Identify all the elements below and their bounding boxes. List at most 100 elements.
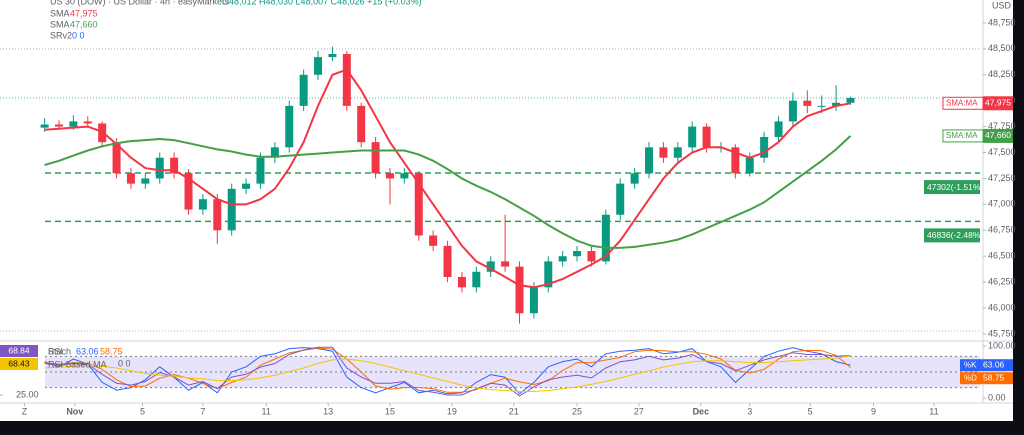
stoch-tag-name: %K xyxy=(964,360,977,369)
y-tick-label: 45,750 xyxy=(988,328,1016,338)
candle-body xyxy=(544,261,553,288)
candle-body xyxy=(328,54,337,58)
candle-body xyxy=(270,147,279,158)
y-tick-label: 48,750 xyxy=(988,17,1016,27)
candle-body xyxy=(817,105,826,107)
legend-sma-name: SMA xyxy=(50,19,70,29)
stoch-tag-box xyxy=(960,359,1013,372)
y-tick-label: 48,250 xyxy=(988,69,1016,79)
x-tick-label: 21 xyxy=(509,406,519,416)
sma-tag-label: SMA:MA xyxy=(946,98,978,107)
stoch-tag-box xyxy=(960,372,1013,385)
x-tick-label: Dec xyxy=(693,406,710,416)
y-tick-label: 48,500 xyxy=(988,43,1016,53)
level-tag xyxy=(924,180,980,195)
candle-body xyxy=(198,199,207,210)
indicator-line xyxy=(44,347,851,395)
candle-body xyxy=(227,188,236,231)
y-tick-label: 100.00 xyxy=(988,340,1016,350)
candle-body xyxy=(587,251,596,262)
candle-body xyxy=(126,173,135,184)
x-tick-label: 11 xyxy=(262,406,271,416)
indicator-line xyxy=(44,346,851,397)
candle-body xyxy=(371,142,380,174)
rsi-tag-box xyxy=(0,358,38,370)
stoch-tag-value: 63.06 xyxy=(983,359,1005,369)
x-tick-label: 13 xyxy=(323,406,333,416)
y-tick-label: 0.00 xyxy=(988,392,1006,402)
candle-body xyxy=(299,74,308,106)
level-label: 47302(-1.51% xyxy=(927,182,981,192)
candle-body xyxy=(40,124,49,128)
candle-body xyxy=(256,157,265,184)
sma-line xyxy=(44,68,851,289)
candle-body xyxy=(616,183,625,215)
candle-body xyxy=(745,157,754,174)
candle-body xyxy=(141,178,150,184)
x-tick-label: 11 xyxy=(929,406,938,416)
candle-body xyxy=(357,105,366,143)
sma-tag-box xyxy=(983,128,1013,143)
candle-body xyxy=(601,214,610,262)
indicator-line xyxy=(44,355,851,392)
candle-body xyxy=(486,261,495,272)
candle-body xyxy=(645,147,654,174)
candle-body xyxy=(501,261,510,267)
candle-body xyxy=(688,126,697,148)
currency-label: USD xyxy=(992,0,1012,10)
legend-value: 63.06 xyxy=(76,346,99,356)
candle-body xyxy=(760,136,769,158)
candle-body xyxy=(774,121,783,137)
y-tick-label: 46,500 xyxy=(988,251,1016,261)
candle-body xyxy=(213,199,222,231)
candle-body xyxy=(385,173,394,179)
candle-body xyxy=(155,157,164,179)
candle-body xyxy=(414,173,423,236)
candle-body xyxy=(573,251,582,257)
chart-background xyxy=(0,0,1013,421)
candle-body xyxy=(184,173,193,210)
candle-body xyxy=(515,266,524,314)
candle-body xyxy=(83,121,92,124)
candle-body xyxy=(832,102,841,106)
sma-tag-label: SMA:MA xyxy=(946,131,978,140)
candle-body xyxy=(846,97,855,103)
rsi-tag-value: 68.43 xyxy=(8,358,30,368)
candle-body xyxy=(400,173,409,179)
candle-body xyxy=(630,173,639,184)
y-tick-label: 47,000 xyxy=(988,199,1016,209)
candle-body xyxy=(285,105,294,148)
legend-sma-value: 47,975 xyxy=(70,8,98,18)
x-tick-label: 7 xyxy=(200,406,205,416)
y-tick-label: 46,250 xyxy=(988,277,1016,287)
x-tick-label: 27 xyxy=(634,406,644,416)
level-label: 46836(-2.48% xyxy=(927,230,981,240)
candle-body xyxy=(429,235,438,246)
candle-body xyxy=(112,142,121,174)
level-tag xyxy=(924,228,980,243)
rsi-tag-value: 68.84 xyxy=(8,345,30,355)
legend-sma-name: SMA xyxy=(50,8,70,18)
legend-indicator-values: 0 0 xyxy=(118,358,131,368)
y-tick-label: 47,750 xyxy=(988,121,1016,131)
candle-body xyxy=(55,124,64,127)
x-tick-label: 5 xyxy=(808,406,813,416)
x-tick-label: 25 xyxy=(572,406,582,416)
candle-body xyxy=(659,147,668,158)
candle-body xyxy=(558,256,567,262)
candle-body xyxy=(457,276,466,288)
legend-value: 58.75 xyxy=(100,346,123,356)
candle-body xyxy=(170,157,179,174)
legend-ohlc: O48,012 H48,030 L48,007 C48,026 +15 (+0.… xyxy=(222,0,422,6)
x-tick-label: 19 xyxy=(447,406,457,416)
candle-body xyxy=(69,121,78,127)
y2-tick-label: 25.00 xyxy=(16,389,39,399)
candle-body xyxy=(788,100,797,122)
y-tick-label: 47,250 xyxy=(988,173,1016,183)
y-tick-label: 46,000 xyxy=(988,302,1016,312)
legend-name: RSI-based MA xyxy=(48,359,107,369)
legend-indicator: SRv2 xyxy=(50,30,72,40)
x-tick-label: 15 xyxy=(385,406,395,416)
legend-name: Stoch xyxy=(48,346,71,356)
